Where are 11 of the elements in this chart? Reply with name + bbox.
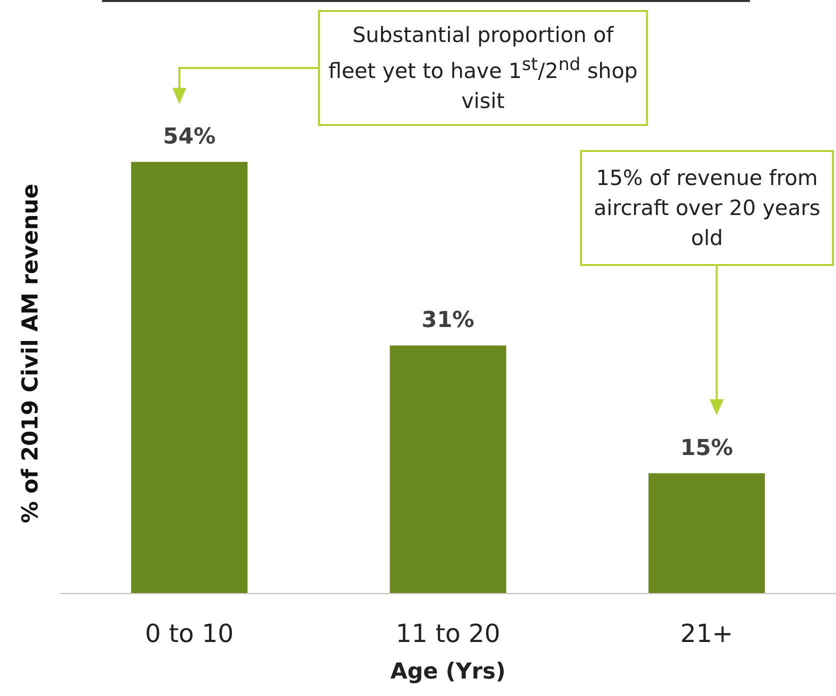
data-label: 54% <box>162 124 216 150</box>
y-axis-title: % of 2019 Civil AM revenue <box>18 184 44 524</box>
data-label: 15% <box>680 436 734 461</box>
x-tick-label: 21+ <box>680 619 734 648</box>
callout-box: Substantial proportion of fleet yet to have 1$^{st}$/2$^{nd}$ shop visit <box>318 10 648 126</box>
callout-box: 15% of revenue from aircraft over 20 years old <box>580 150 834 266</box>
x-axis-title: Age (Yrs) <box>390 660 506 684</box>
x-tick-label: 0 to 10 <box>144 619 234 648</box>
data-label: 31% <box>422 308 474 334</box>
annotation: 15% of revenue from aircraft over 20 years old <box>592 165 822 252</box>
x-tick-label: 11 to 20 <box>396 619 500 648</box>
